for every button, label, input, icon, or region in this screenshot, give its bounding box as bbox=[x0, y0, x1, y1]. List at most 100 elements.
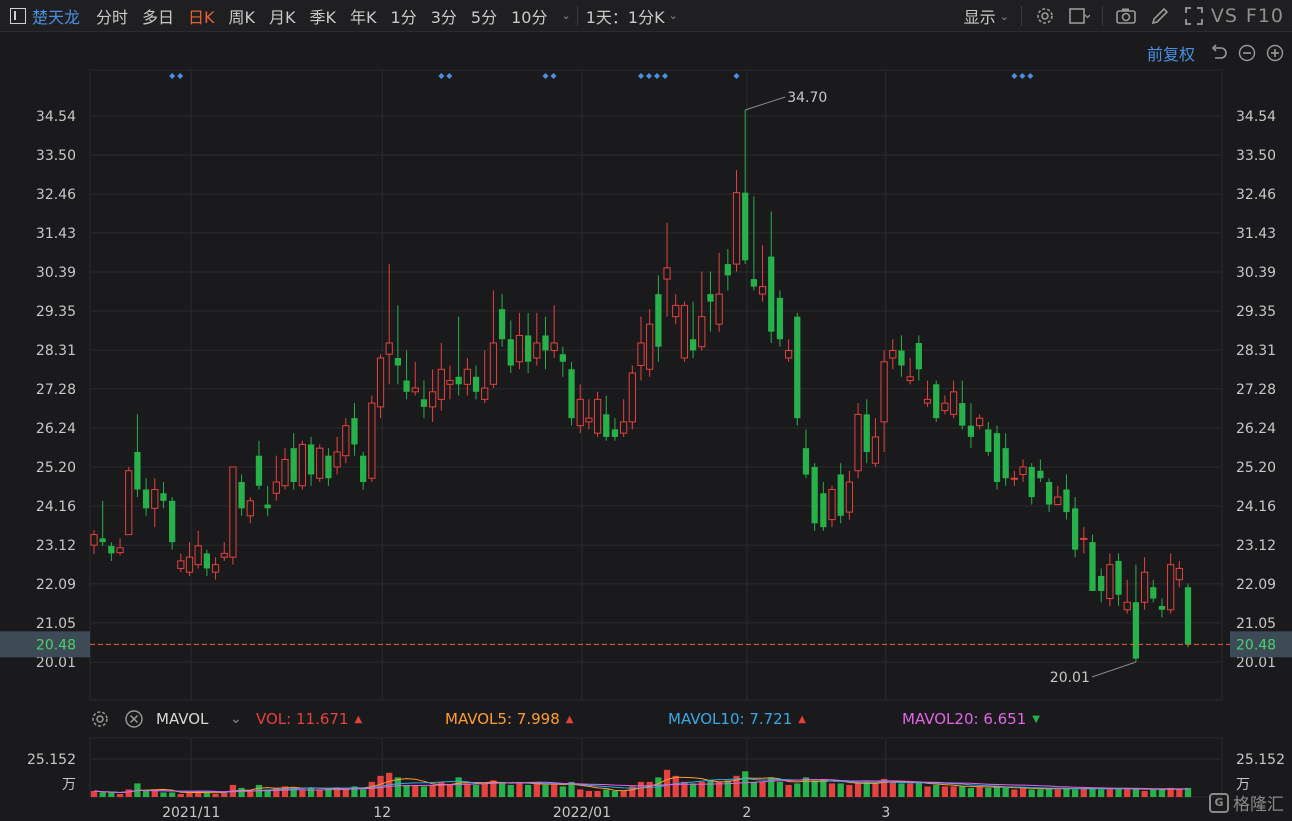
volume-bar bbox=[368, 781, 375, 797]
adjust-mode-button[interactable]: 前复权 bbox=[1146, 45, 1195, 64]
y-tick-label-right: 23.12 bbox=[1236, 538, 1276, 554]
layout-square-icon[interactable] bbox=[1066, 3, 1092, 29]
sidebar-toggle-icon[interactable] bbox=[10, 7, 26, 24]
candle-body bbox=[628, 372, 636, 423]
x-tick-label: 2022/01 bbox=[553, 805, 611, 821]
candle-body bbox=[967, 425, 975, 437]
zoom-in-icon[interactable] bbox=[1262, 40, 1288, 66]
volume-unit-left: 万 bbox=[62, 777, 76, 793]
vs-compare-button[interactable]: VS bbox=[1210, 5, 1238, 27]
volume-bar bbox=[195, 790, 202, 797]
candle-body bbox=[593, 398, 602, 434]
period-tab[interactable]: 多日 bbox=[142, 7, 175, 27]
volume-bar bbox=[828, 783, 836, 797]
volume-bar bbox=[976, 786, 983, 797]
f10-button[interactable]: F10 bbox=[1245, 5, 1284, 27]
candle-body bbox=[1063, 489, 1070, 513]
candle-body bbox=[533, 342, 541, 359]
candle-body bbox=[603, 414, 610, 437]
volume-bar bbox=[333, 787, 341, 797]
volume-bar bbox=[585, 790, 593, 797]
zoom-out-icon[interactable] bbox=[1234, 40, 1260, 66]
candle-body bbox=[515, 334, 524, 363]
candle-body bbox=[1106, 564, 1114, 599]
event-marker-icon bbox=[638, 73, 644, 79]
event-marker-icon bbox=[1027, 73, 1034, 79]
volume-bar bbox=[203, 792, 210, 797]
volume-bar bbox=[429, 784, 436, 797]
volume-bar bbox=[854, 783, 862, 797]
period-tab[interactable]: 季K bbox=[309, 7, 337, 27]
volume-bar bbox=[1019, 787, 1027, 797]
volume-bar bbox=[898, 783, 905, 797]
candle-body bbox=[428, 391, 437, 408]
chevron-down-icon[interactable]: ⌄ bbox=[230, 711, 242, 727]
candle-body bbox=[637, 342, 645, 367]
candle-body bbox=[203, 553, 210, 569]
candle-body bbox=[290, 448, 297, 483]
candle-body bbox=[229, 466, 237, 558]
gear-icon[interactable] bbox=[1032, 3, 1058, 29]
volume-bar bbox=[1028, 789, 1035, 797]
candle-body bbox=[108, 545, 115, 554]
mavol20-value: 6.651 bbox=[983, 710, 1027, 728]
undo-icon[interactable] bbox=[1206, 40, 1232, 66]
candle-body bbox=[211, 564, 220, 573]
volume-bar bbox=[525, 784, 532, 797]
y-tick-label-right: 20.01 bbox=[1236, 655, 1276, 671]
volume-bar bbox=[603, 789, 610, 797]
divider bbox=[576, 5, 578, 26]
period-tab[interactable]: 分时 bbox=[96, 7, 129, 27]
volume-bar bbox=[498, 781, 506, 797]
period-tab[interactable]: 3分 bbox=[430, 7, 457, 27]
candle-body bbox=[663, 267, 671, 280]
period-tabs: 分时 多日 日K 周K 月K 季K 年K 1分 3分 5分 10分 bbox=[94, 4, 559, 28]
candle-body bbox=[680, 304, 689, 359]
candle-body bbox=[828, 489, 836, 521]
camera-icon[interactable] bbox=[1113, 3, 1139, 29]
period-tab[interactable]: 年K bbox=[350, 7, 377, 27]
x-tick-label: 2 bbox=[742, 805, 751, 821]
settings-gear-icon[interactable] bbox=[90, 704, 110, 734]
candle-body bbox=[333, 451, 341, 468]
close-circle-icon[interactable] bbox=[124, 704, 144, 734]
chevron-down-icon[interactable]: ⌄ bbox=[668, 9, 678, 22]
volume-bar bbox=[863, 781, 870, 797]
vol-label: VOL: bbox=[256, 710, 292, 728]
pencil-icon[interactable] bbox=[1147, 3, 1173, 29]
volume-bar bbox=[993, 786, 1001, 797]
stock-name[interactable]: 楚天龙 bbox=[32, 7, 81, 27]
volume-bar bbox=[125, 789, 132, 797]
divider bbox=[1101, 6, 1103, 26]
toolbar-right: 显示 ⌄ VS F10 bbox=[962, 0, 1292, 32]
combo-period-select[interactable]: 1天：1分K bbox=[585, 7, 665, 27]
volume-bar bbox=[160, 792, 167, 797]
max-annotation-line bbox=[745, 96, 786, 111]
y-tick-label-left: 23.12 bbox=[36, 538, 76, 554]
volume-bar bbox=[1167, 787, 1174, 797]
period-tab[interactable]: 5分 bbox=[470, 7, 498, 27]
y-tick-label-right: 30.39 bbox=[1236, 265, 1276, 281]
period-tab[interactable]: 1分 bbox=[390, 7, 417, 27]
period-tab[interactable]: 10分 bbox=[511, 7, 548, 27]
candle-body bbox=[411, 387, 419, 393]
volume-bar bbox=[533, 783, 540, 797]
volume-bar bbox=[151, 790, 158, 797]
chevron-down-icon[interactable]: ⌄ bbox=[561, 9, 571, 22]
period-tab[interactable]: 月K bbox=[269, 7, 296, 27]
period-tab[interactable]: 日K bbox=[188, 7, 215, 27]
fullscreen-icon[interactable] bbox=[1181, 3, 1207, 29]
event-marker-icon bbox=[542, 73, 549, 79]
candle-body bbox=[993, 433, 1001, 483]
volume-bar bbox=[1045, 787, 1053, 797]
candle-body bbox=[1045, 482, 1053, 505]
candle-body bbox=[811, 466, 818, 524]
max-price-label: 34.70 bbox=[787, 90, 827, 106]
indicator-name[interactable]: MAVOL bbox=[156, 710, 209, 728]
period-tab[interactable]: 周K bbox=[228, 7, 256, 27]
chevron-down-icon[interactable]: ⌄ bbox=[999, 9, 1009, 23]
event-marker-icon bbox=[733, 73, 740, 79]
display-menu[interactable]: 显示 bbox=[963, 8, 996, 27]
candle-body bbox=[854, 413, 862, 472]
